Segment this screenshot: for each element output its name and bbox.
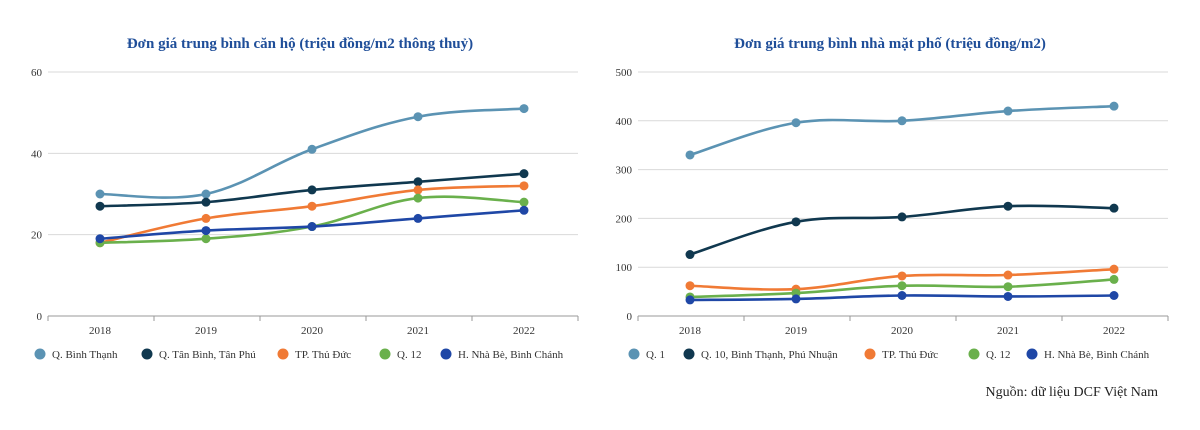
- data-point: [519, 205, 529, 215]
- data-point: [897, 281, 907, 291]
- legend-label: H. Nhà Bè, Bình Chánh: [1044, 349, 1150, 361]
- data-point: [791, 217, 801, 227]
- y-tick-label: 0: [37, 311, 43, 323]
- data-point: [1003, 291, 1013, 301]
- data-point: [413, 213, 423, 223]
- legend-marker: [968, 348, 980, 360]
- data-point: [413, 193, 423, 203]
- source-note: Nguồn: dữ liệu DCF Việt Nam: [985, 385, 1158, 400]
- data-point: [307, 185, 317, 195]
- x-tick-label: 2020: [301, 325, 324, 337]
- data-point: [1109, 274, 1119, 284]
- data-point: [897, 212, 907, 222]
- data-point: [201, 197, 211, 207]
- legend-label: Q. 12: [397, 349, 421, 361]
- y-tick-label: 40: [31, 148, 43, 160]
- y-tick-label: 500: [616, 67, 633, 79]
- data-point: [307, 144, 317, 154]
- data-point: [413, 177, 423, 187]
- y-tick-label: 200: [616, 213, 633, 225]
- data-point: [1109, 203, 1119, 213]
- y-tick-label: 20: [31, 230, 43, 242]
- data-point: [201, 234, 211, 244]
- data-point: [519, 181, 529, 191]
- legend-label: Q. 1: [646, 349, 665, 361]
- data-point: [791, 118, 801, 128]
- x-tick-label: 2018: [89, 325, 112, 337]
- legend-marker: [1026, 348, 1038, 360]
- data-point: [95, 189, 105, 199]
- series-line: [688, 104, 1116, 157]
- y-tick-label: 300: [616, 165, 633, 177]
- data-point: [1003, 106, 1013, 116]
- x-tick-label: 2020: [891, 325, 914, 337]
- legend-label: H. Nhà Bè, Bình Chánh: [458, 349, 564, 361]
- x-tick-label: 2019: [785, 325, 808, 337]
- data-point: [897, 116, 907, 126]
- x-tick-label: 2022: [1103, 325, 1125, 337]
- legend-label: Q. Tân Bình, Tân Phú: [159, 349, 256, 361]
- x-tick-label: 2019: [195, 325, 218, 337]
- legend-marker: [277, 348, 289, 360]
- legend-marker: [34, 348, 46, 360]
- legend-marker: [379, 348, 391, 360]
- data-point: [897, 271, 907, 281]
- x-tick-label: 2021: [997, 325, 1019, 337]
- data-point: [791, 294, 801, 304]
- data-point: [1109, 291, 1119, 301]
- y-tick-label: 0: [627, 311, 633, 323]
- legend-label: TP. Thủ Đức: [295, 349, 351, 361]
- legend-label: Q. Bình Thạnh: [52, 349, 118, 361]
- street-house-price-chart: Đơn giá trung bình nhà mặt phố (triệu đồ…: [616, 36, 1169, 361]
- data-point: [307, 222, 317, 232]
- data-point: [201, 189, 211, 199]
- legend-label: Q. 10, Bình Thạnh, Phú Nhuận: [701, 349, 838, 361]
- legend-marker: [864, 348, 876, 360]
- data-point: [1003, 201, 1013, 211]
- x-tick-label: 2018: [679, 325, 702, 337]
- chart-title: Đơn giá trung bình nhà mặt phố (triệu đồ…: [734, 36, 1046, 52]
- data-point: [685, 295, 695, 305]
- chart-title: Đơn giá trung bình căn hộ (triệu đồng/m2…: [127, 36, 473, 52]
- data-point: [519, 169, 529, 179]
- data-point: [307, 201, 317, 211]
- legend-marker: [683, 348, 695, 360]
- data-point: [1003, 282, 1013, 292]
- data-point: [201, 226, 211, 236]
- data-point: [413, 112, 423, 122]
- data-point: [685, 250, 695, 260]
- legend-marker: [628, 348, 640, 360]
- legend-label: TP. Thủ Đức: [882, 349, 938, 361]
- data-point: [519, 197, 529, 207]
- data-point: [897, 291, 907, 301]
- data-point: [95, 201, 105, 211]
- data-point: [95, 234, 105, 244]
- y-tick-label: 100: [616, 262, 633, 274]
- legend-marker: [141, 348, 153, 360]
- data-point: [1109, 101, 1119, 111]
- y-tick-label: 400: [616, 116, 633, 128]
- data-point: [519, 104, 529, 114]
- data-point: [685, 281, 695, 291]
- x-tick-label: 2021: [407, 325, 429, 337]
- data-point: [201, 213, 211, 223]
- legend-marker: [440, 348, 452, 360]
- data-point: [1003, 270, 1013, 280]
- apartment-price-chart: Đơn giá trung bình căn hộ (triệu đồng/m2…: [31, 36, 579, 361]
- data-point: [413, 185, 423, 195]
- data-point: [685, 150, 695, 160]
- data-point: [1109, 264, 1119, 274]
- x-tick-label: 2022: [513, 325, 535, 337]
- y-tick-label: 60: [31, 67, 43, 79]
- legend-label: Q. 12: [986, 349, 1010, 361]
